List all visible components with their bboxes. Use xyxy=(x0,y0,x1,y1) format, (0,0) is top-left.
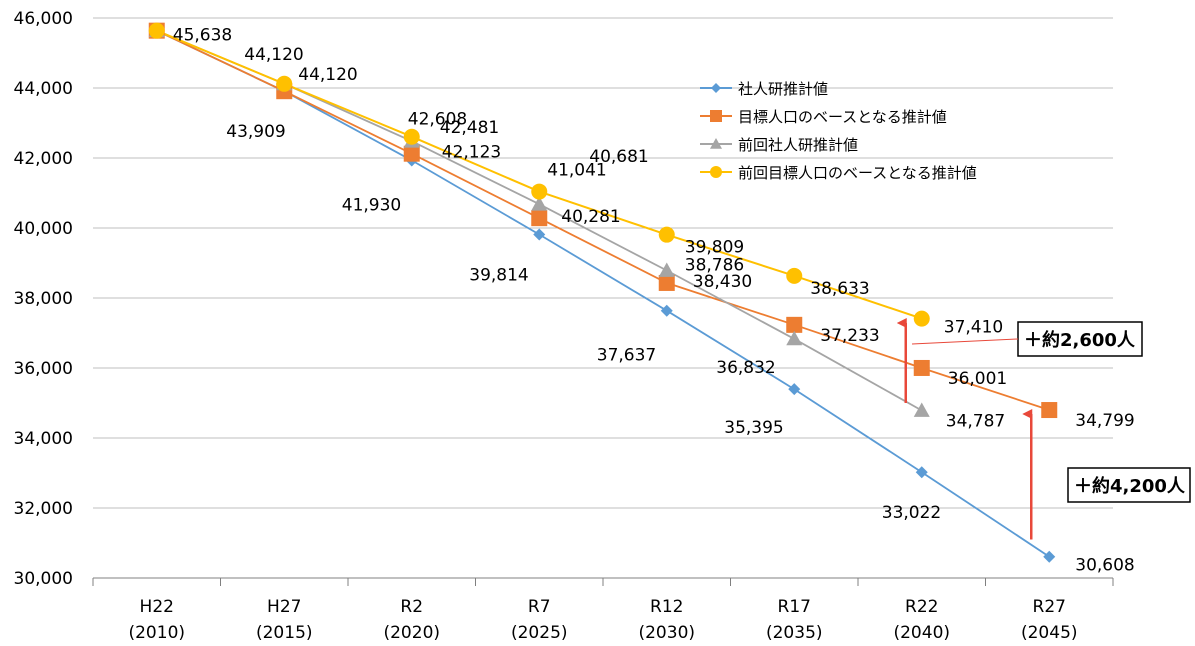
x-tick-label-year: (2020) xyxy=(383,623,440,643)
x-tick-label-year: (2030) xyxy=(638,623,695,643)
data-label: 39,814 xyxy=(469,266,528,286)
y-tick-label: 40,000 xyxy=(14,219,73,239)
x-tick-label: R7 xyxy=(528,597,551,617)
data-point xyxy=(1043,550,1056,563)
data-point xyxy=(403,128,420,145)
x-tick-label: R27 xyxy=(1033,597,1066,617)
annotations: ＋約2,600人 ＋約4,200人 xyxy=(896,318,1191,540)
x-tick-label: H27 xyxy=(267,597,301,617)
data-point xyxy=(786,330,803,346)
x-tick-label-year: (2025) xyxy=(511,623,568,643)
x-tick-label-year: (2040) xyxy=(893,623,950,643)
gridlines xyxy=(93,17,1113,509)
data-label: 35,395 xyxy=(724,418,783,438)
data-label: 40,281 xyxy=(561,207,620,227)
annotation-label: ＋約4,200人 xyxy=(1074,475,1186,497)
data-label: 38,786 xyxy=(685,255,744,275)
data-label: 33,022 xyxy=(882,503,941,523)
legend-label: 前回社人研推計値 xyxy=(738,136,858,154)
y-tick-label: 46,000 xyxy=(14,9,73,29)
data-point xyxy=(913,402,930,417)
data-label: 34,787 xyxy=(946,411,1005,431)
data-label: 43,909 xyxy=(226,122,285,142)
data-label: 44,120 xyxy=(298,65,357,85)
data-label: 42,481 xyxy=(440,118,499,138)
x-tick-label: R12 xyxy=(650,597,683,617)
y-tick-label: 38,000 xyxy=(14,289,73,309)
data-label: 36,001 xyxy=(948,369,1007,389)
data-label: 34,799 xyxy=(1075,411,1134,431)
x-tick-label-year: (2035) xyxy=(766,623,823,643)
series-line xyxy=(156,29,1050,558)
x-tick-label-year: (2010) xyxy=(128,623,185,643)
data-point xyxy=(276,75,293,92)
y-tick-label: 42,000 xyxy=(14,149,73,169)
y-tick-label: 32,000 xyxy=(14,499,73,519)
data-point xyxy=(1041,402,1058,419)
legend-swatch-marker xyxy=(710,138,722,149)
legend-label: 前回目標人口のベースとなる推計値 xyxy=(738,164,977,182)
annotation-box xyxy=(1067,467,1191,503)
y-tick-label: 34,000 xyxy=(14,429,73,449)
data-label: 37,233 xyxy=(820,326,879,346)
data-point xyxy=(533,228,546,241)
data-label: 36,832 xyxy=(716,358,775,378)
x-tick-label: R22 xyxy=(905,597,938,617)
x-tick-label: H22 xyxy=(140,597,174,617)
data-label: 38,633 xyxy=(810,279,869,299)
data-point xyxy=(658,262,675,277)
data-point xyxy=(786,267,803,284)
data-point xyxy=(531,210,548,227)
data-point xyxy=(915,466,928,479)
data-label: 45,638 xyxy=(173,26,232,46)
data-label: 39,809 xyxy=(685,238,744,258)
data-label: 37,637 xyxy=(597,346,656,366)
legend-swatch-marker xyxy=(710,166,722,178)
legend-label: 目標人口のベースとなる推計値 xyxy=(738,108,947,126)
data-point xyxy=(658,274,675,291)
data-point xyxy=(658,226,675,243)
annotation-label: ＋約2,600人 xyxy=(1024,329,1136,351)
legend-label: 社人研推計値 xyxy=(738,80,828,98)
data-point xyxy=(531,196,548,211)
data-point xyxy=(148,22,165,39)
data-label: 38,430 xyxy=(693,272,752,292)
data-point xyxy=(786,316,803,333)
data-point xyxy=(913,359,930,376)
data-label: 44,120 xyxy=(244,45,303,65)
y-tick-label: 44,000 xyxy=(14,79,73,99)
data-label: 37,410 xyxy=(944,318,1003,338)
data-label: 41,930 xyxy=(342,195,401,215)
data-point xyxy=(531,183,548,200)
data-labels: 43,909 41,930 39,814 37,637 35,395 33,022 30,6… xyxy=(173,26,1135,576)
x-tick-label: R17 xyxy=(778,597,811,617)
data-point xyxy=(403,145,420,162)
annotation-leader xyxy=(911,338,1019,345)
data-point xyxy=(913,310,930,327)
data-label: 42,608 xyxy=(408,110,467,130)
data-point xyxy=(788,383,801,396)
x-tick-label: R2 xyxy=(400,597,423,617)
series-markers xyxy=(148,22,1058,563)
axes: 30,000 32,000 34,000 36,000 38,000 40,000 42,0… xyxy=(14,9,1114,643)
y-tick-label: 30,000 xyxy=(14,569,73,589)
data-label: 42,123 xyxy=(442,143,501,163)
x-tick-label-year: (2015) xyxy=(256,623,313,643)
legend-swatch-marker xyxy=(710,110,722,122)
x-tick-label-year: (2045) xyxy=(1021,623,1078,643)
data-point xyxy=(660,304,673,317)
series-line xyxy=(156,29,1050,411)
legend-swatch-marker xyxy=(711,83,721,93)
y-tick-label: 36,000 xyxy=(14,359,73,379)
data-label: 30,608 xyxy=(1075,556,1134,576)
data-label: 41,041 xyxy=(547,161,606,181)
legend: 社人研推計値目標人口のベースとなる推計値前回社人研推計値前回目標人口のベースとな… xyxy=(700,80,977,182)
data-label: 40,681 xyxy=(589,147,648,167)
